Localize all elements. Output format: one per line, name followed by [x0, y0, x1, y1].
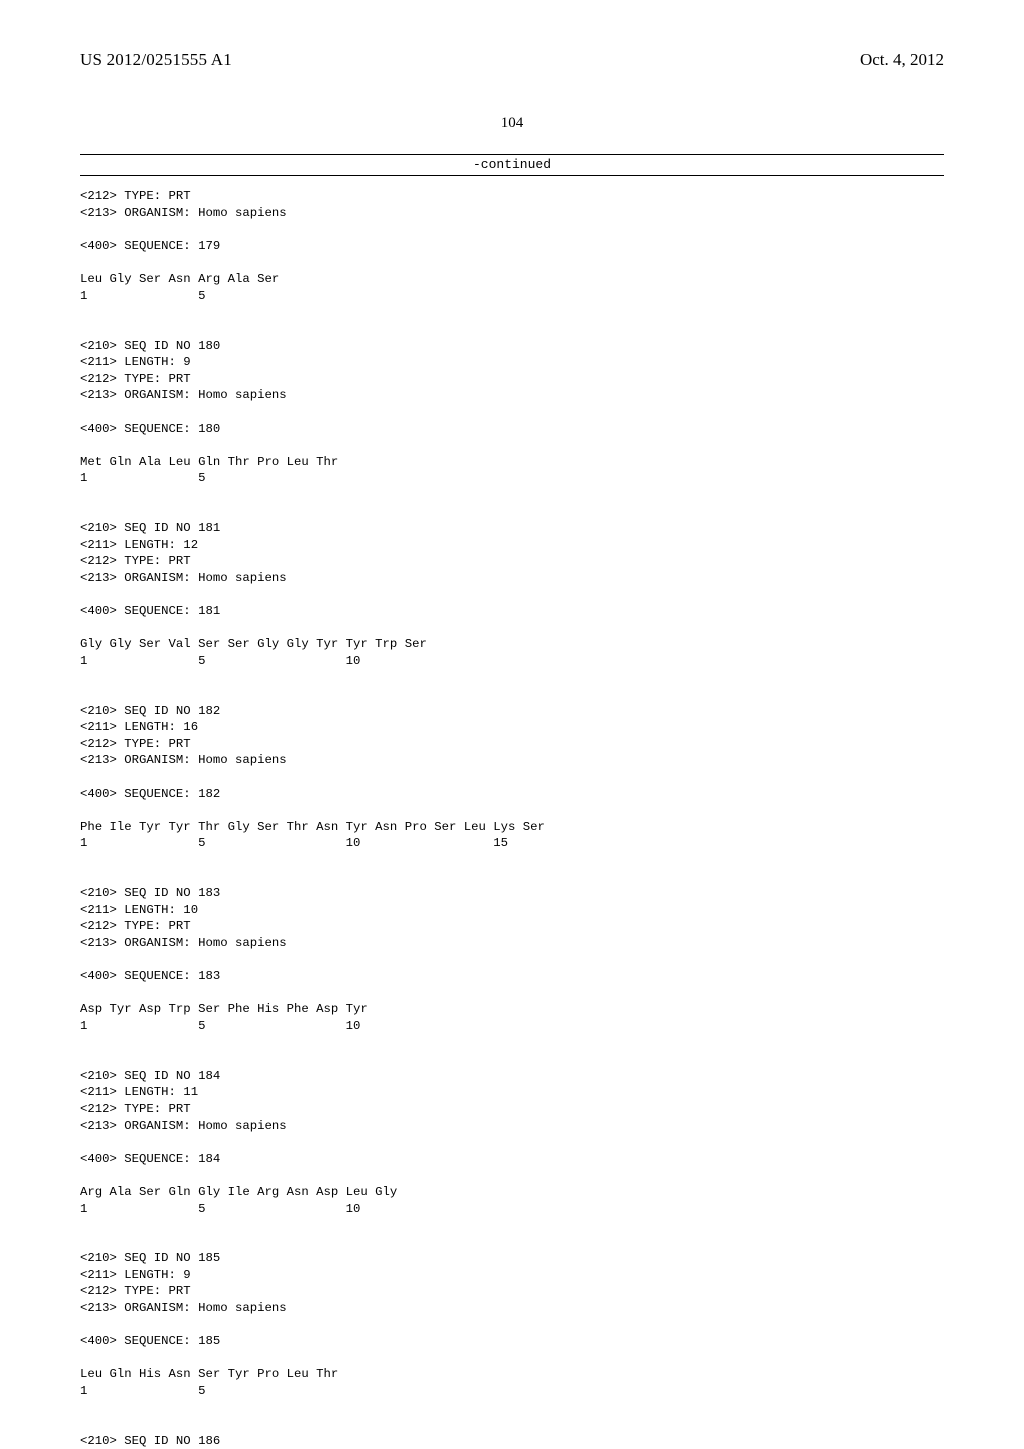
continued-label: -continued	[80, 157, 944, 175]
publication-number: US 2012/0251555 A1	[80, 50, 232, 70]
patent-page: US 2012/0251555 A1 Oct. 4, 2012 104 -con…	[0, 0, 1024, 1320]
rule-top	[80, 154, 944, 155]
page-number: 104	[80, 115, 944, 132]
publication-date: Oct. 4, 2012	[860, 50, 944, 70]
sequence-listing: <212> TYPE: PRT <213> ORGANISM: Homo sap…	[80, 188, 944, 1449]
page-header: US 2012/0251555 A1 Oct. 4, 2012	[80, 50, 944, 70]
rule-bottom	[80, 175, 944, 176]
